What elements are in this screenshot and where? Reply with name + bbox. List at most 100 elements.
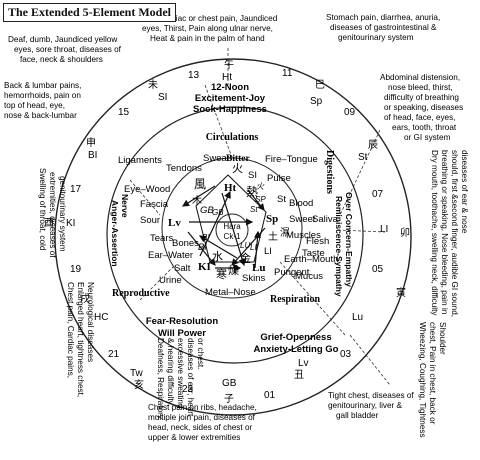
earth-element: Blood Sweet Saliva Muscles Flesh Taste E… bbox=[266, 194, 339, 265]
svg-text:chest, Pain in chest, back or: chest, Pain in chest, back or bbox=[428, 322, 437, 425]
note-cardiac: Cardiac or chest pain, Jaundiced eyes, T… bbox=[142, 14, 278, 43]
hour-03: 03 bbox=[340, 349, 352, 360]
svg-text:Lu: Lu bbox=[252, 262, 265, 274]
svg-text:Will Power: Will Power bbox=[158, 328, 206, 339]
note-drymouth: Dry mouth, toothache, swelling neck, dif… bbox=[430, 150, 469, 317]
hour-17: 17 bbox=[70, 184, 82, 195]
hour-labels: 13 11 15 09 17 07 19 05 21 03 23 01 bbox=[70, 68, 384, 401]
svg-text:Chest pain, Cardiac pains,: Chest pain, Cardiac pains, bbox=[66, 282, 75, 378]
svg-text:head, neck, sides of chest or: head, neck, sides of chest or bbox=[148, 423, 252, 432]
svg-text:Anxiety-Letting Go: Anxiety-Letting Go bbox=[254, 344, 339, 355]
svg-text:金: 金 bbox=[240, 251, 251, 265]
svg-text:12-Noon: 12-Noon bbox=[211, 82, 249, 93]
svg-text:Ear–Water: Ear–Water bbox=[148, 250, 193, 261]
svg-text:Lv: Lv bbox=[168, 217, 181, 229]
svg-text:Excitement-Joy: Excitement-Joy bbox=[195, 93, 266, 104]
svg-text:nose bleed, thirst,: nose bleed, thirst, bbox=[388, 83, 453, 92]
svg-text:Abdominal distension,: Abdominal distension, bbox=[380, 73, 460, 82]
svg-text:Sweet: Sweet bbox=[289, 214, 316, 225]
svg-text:LI: LI bbox=[264, 246, 272, 257]
svg-text:KI: KI bbox=[198, 261, 211, 273]
note-deaf: Deaf, dumb, Jaundiced yellow eyes, sore … bbox=[8, 35, 122, 64]
inner-arrow-labels: GB BI St LI SP LU 火 bbox=[202, 182, 266, 252]
svg-text:Bl: Bl bbox=[198, 242, 207, 253]
note-deafness: Deafness, Respiratory & hearing difficul… bbox=[156, 338, 205, 420]
svg-text:extremities, diseases of: extremities, diseases of bbox=[48, 172, 57, 258]
svg-text:Fire–Tongue: Fire–Tongue bbox=[265, 154, 318, 165]
svg-text:Pulse: Pulse bbox=[267, 173, 291, 184]
svg-text:Metal–Nose: Metal–Nose bbox=[205, 287, 256, 298]
svg-text:BI: BI bbox=[202, 233, 210, 242]
svg-text:Tw: Tw bbox=[130, 368, 144, 379]
middle-circle bbox=[106, 106, 364, 364]
outer-circle bbox=[54, 58, 412, 416]
svg-text:GB: GB bbox=[212, 208, 224, 217]
svg-text:Bitter: Bitter bbox=[226, 154, 251, 164]
svg-text:Reminiscence-Sympathy: Reminiscence-Sympathy bbox=[334, 196, 344, 297]
hour-09: 09 bbox=[344, 107, 356, 118]
reproductive-label: Reproductive bbox=[112, 288, 170, 299]
svg-text:申: 申 bbox=[86, 136, 96, 149]
svg-text:eyes, Thirst, Pain along ulnar: eyes, Thirst, Pain along ulnar nerve, bbox=[142, 24, 273, 33]
svg-text:SI: SI bbox=[158, 92, 167, 103]
center-circle bbox=[215, 213, 249, 247]
svg-text:genitourinary system: genitourinary system bbox=[338, 33, 414, 42]
svg-text:difficulty of breathing: difficulty of breathing bbox=[384, 93, 459, 102]
svg-text:KI: KI bbox=[66, 218, 75, 229]
svg-text:Tight chest, diseases of: Tight chest, diseases of bbox=[328, 391, 414, 400]
svg-text:eyes, sore throat, diseases of: eyes, sore throat, diseases of bbox=[14, 45, 122, 54]
svg-text:Salt: Salt bbox=[174, 263, 191, 274]
note-back: Back & lumbar pains, hemorrhoids, pain o… bbox=[4, 81, 81, 120]
svg-text:Fascia: Fascia bbox=[140, 199, 169, 210]
svg-text:& hearing difficulty,: & hearing difficulty, bbox=[166, 338, 175, 406]
fear-block: Fear-Resolution Will Power bbox=[146, 316, 219, 339]
svg-text:Taste: Taste bbox=[302, 248, 325, 259]
svg-text:Over Concern-Empathy: Over Concern-Empathy bbox=[344, 192, 354, 287]
circulations-label: Circulations bbox=[206, 132, 259, 143]
svg-text:St: St bbox=[358, 152, 368, 163]
hour-15: 15 bbox=[118, 107, 130, 118]
svg-text:水: 水 bbox=[212, 250, 223, 263]
over-concern-block: Over Concern-Empathy Reminiscence-Sympat… bbox=[334, 192, 354, 297]
svg-text:Ht: Ht bbox=[224, 182, 237, 194]
svg-text:HC: HC bbox=[94, 312, 108, 323]
noon-block: 12-Noon Excitement-Joy Sock-Happiness bbox=[193, 82, 267, 115]
svg-text:酉: 酉 bbox=[44, 218, 54, 229]
svg-text:nose & back-lumbar: nose & back-lumbar bbox=[4, 111, 77, 120]
svg-text:diseases of ear, heart: diseases of ear, heart bbox=[186, 338, 195, 417]
svg-text:辰: 辰 bbox=[368, 139, 378, 151]
svg-text:Stomach pain, diarrhea, anuria: Stomach pain, diarrhea, anuria, bbox=[326, 13, 440, 22]
svg-text:should, first &second finger,: should, first &second finger, audible GI… bbox=[450, 150, 459, 317]
respiration-label: Respiration bbox=[270, 294, 320, 305]
svg-text:Ligaments: Ligaments bbox=[118, 155, 162, 166]
svg-text:熱: 熱 bbox=[246, 185, 258, 199]
svg-text:GB: GB bbox=[200, 205, 214, 216]
element-arrows bbox=[181, 185, 266, 272]
svg-text:face, neck & shoulders: face, neck & shoulders bbox=[20, 55, 103, 64]
water-element: Bones Ear–Water Salt Urine KI Bl 水 寒 bbox=[148, 238, 227, 286]
svg-text:燥: 燥 bbox=[228, 264, 239, 277]
svg-text:子: 子 bbox=[224, 393, 234, 405]
svg-text:Tears: Tears bbox=[150, 233, 173, 244]
svg-text:Grief-Openness: Grief-Openness bbox=[260, 332, 331, 343]
svg-text:卯: 卯 bbox=[400, 227, 410, 239]
svg-text:土: 土 bbox=[268, 230, 278, 243]
svg-text:multiple join pain, diseases o: multiple join pain, diseases of bbox=[148, 413, 256, 422]
svg-text:SI: SI bbox=[248, 170, 257, 181]
svg-text:GB: GB bbox=[222, 378, 237, 389]
svg-text:木: 木 bbox=[192, 195, 202, 207]
svg-text:BI: BI bbox=[88, 150, 97, 161]
svg-text:diseases of ear & nose: diseases of ear & nose bbox=[460, 150, 469, 234]
svg-text:LI: LI bbox=[380, 224, 388, 235]
svg-text:Muscles: Muscles bbox=[286, 230, 321, 241]
hour-01: 01 bbox=[264, 390, 276, 401]
svg-text:Bones: Bones bbox=[172, 238, 199, 249]
metal-element: Pungent Mucus Skins Metal–Nose Lu LI 金 燥 bbox=[205, 246, 323, 298]
svg-text:Dry mouth, toothache, swelling: Dry mouth, toothache, swelling neck, dif… bbox=[430, 150, 439, 316]
svg-text:Tendons: Tendons bbox=[166, 163, 202, 174]
svg-text:Lu: Lu bbox=[352, 312, 363, 323]
svg-text:LU: LU bbox=[240, 241, 250, 250]
svg-text:St: St bbox=[277, 194, 286, 205]
svg-text:戌: 戌 bbox=[80, 292, 90, 305]
